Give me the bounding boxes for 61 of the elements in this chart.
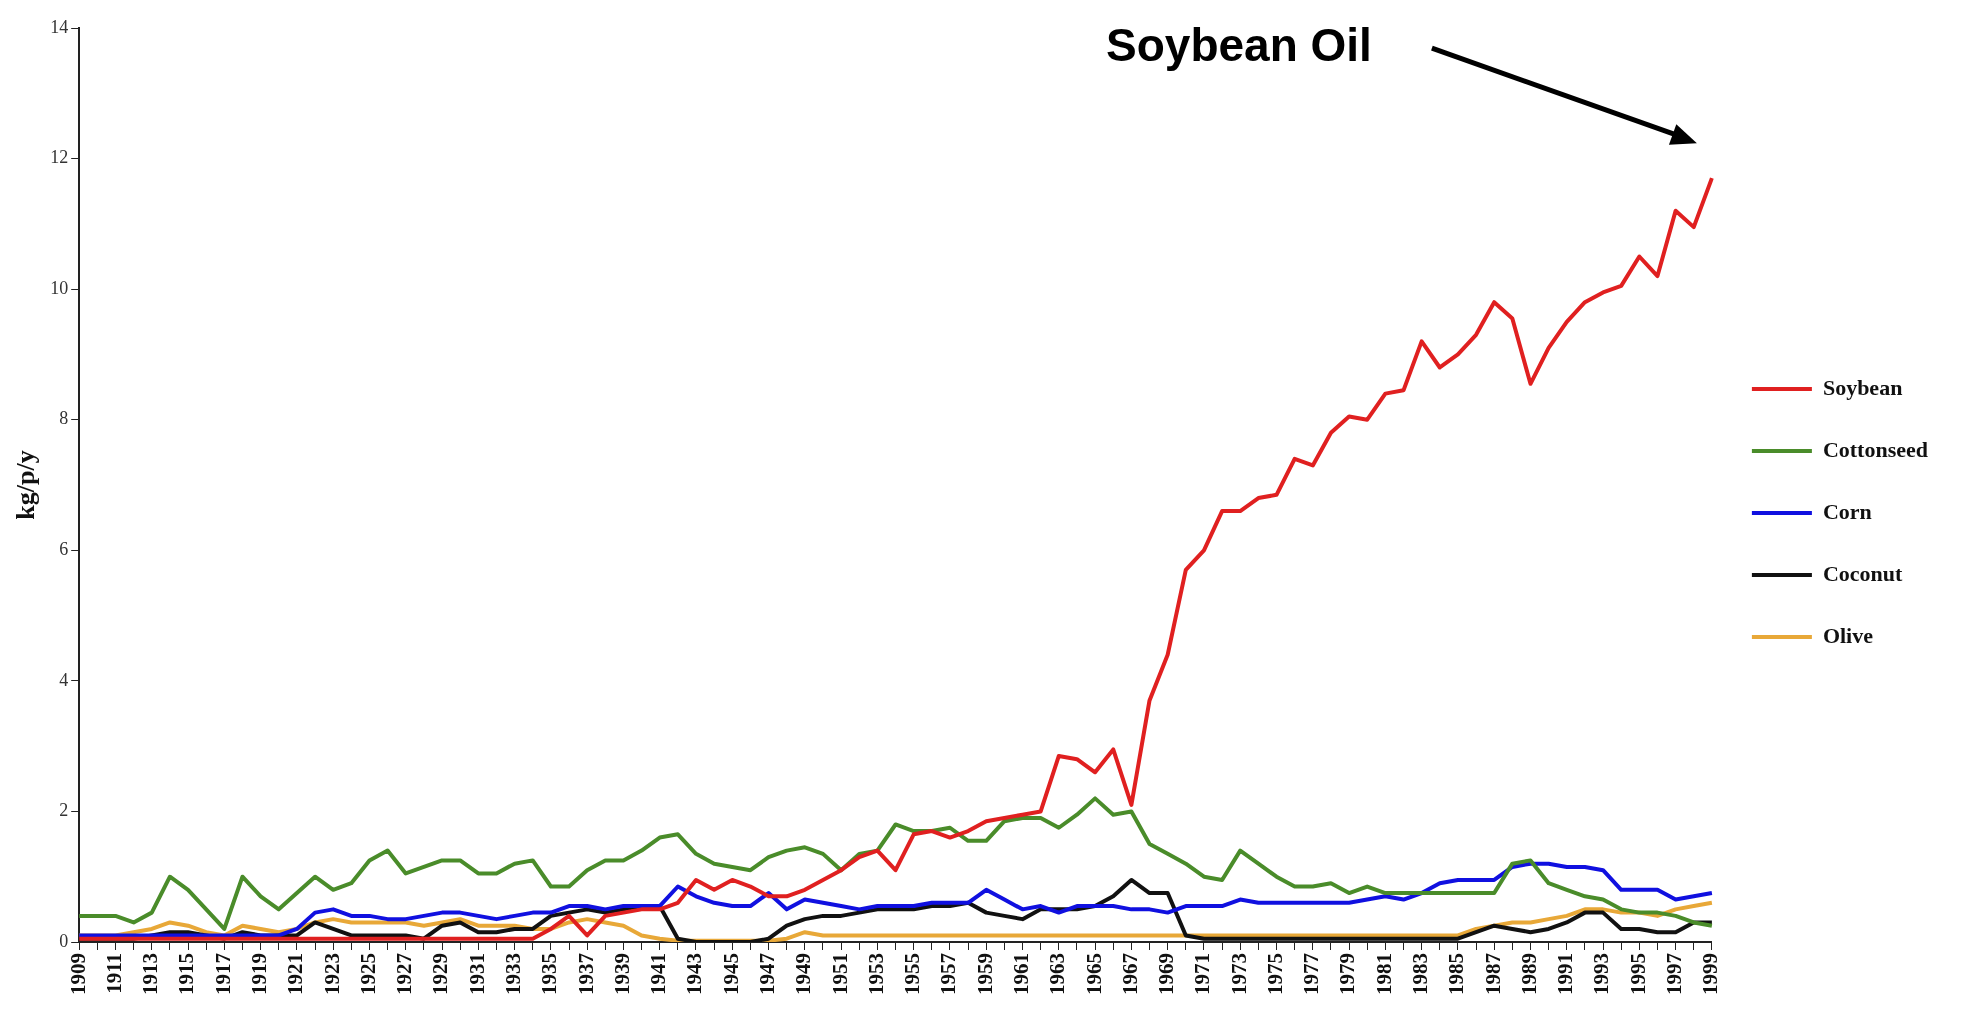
y-tick-label: 8: [59, 408, 69, 429]
y-tick-label: 12: [50, 147, 69, 168]
x-tick-label: 1983: [1408, 953, 1433, 995]
x-tick-label: 1925: [355, 953, 380, 995]
x-tick-label: 1935: [537, 953, 562, 995]
x-tick-label: 1991: [1553, 953, 1578, 995]
x-tick-label: 1957: [936, 953, 961, 995]
x-tick-label: 1951: [827, 953, 852, 995]
legend-label: Soybean: [1822, 374, 1903, 400]
annotation: Soybean Oil: [1106, 18, 1372, 71]
x-tick-label: 1929: [428, 953, 453, 995]
x-tick-label: 1909: [65, 953, 90, 995]
x-tick-label: 1933: [501, 953, 526, 995]
legend-label: Corn: [1822, 498, 1872, 524]
x-tick-label: 1971: [1190, 953, 1215, 995]
x-tick-label: 1981: [1371, 953, 1396, 995]
x-tick-label: 1979: [1335, 953, 1360, 995]
y-tick-label: 2: [59, 800, 69, 821]
x-tick-label: 1919: [247, 953, 272, 995]
x-tick-label: 1947: [754, 953, 779, 995]
x-tick-label: 1941: [646, 953, 671, 995]
y-tick-label: 0: [59, 930, 69, 951]
y-tick-label: 10: [50, 277, 69, 298]
y-tick-label: 6: [59, 539, 69, 560]
y-tick-label: 4: [59, 669, 69, 690]
legend-label: Coconut: [1822, 560, 1904, 586]
x-tick-label: 1985: [1444, 953, 1469, 995]
x-tick-label: 1917: [210, 953, 235, 995]
y-tick-label: 14: [50, 16, 69, 37]
x-tick-label: 1969: [1154, 953, 1179, 995]
legend-label: Cottonseed: [1822, 436, 1929, 462]
x-tick-label: 1959: [972, 953, 997, 995]
x-tick-label: 1931: [464, 953, 489, 995]
y-axis-title: kg/p/y: [11, 450, 41, 520]
x-tick-label: 1963: [1045, 953, 1070, 995]
x-tick-label: 1977: [1299, 953, 1324, 995]
x-tick-label: 1999: [1698, 953, 1723, 995]
x-tick-label: 1993: [1589, 953, 1614, 995]
x-tick-label: 1913: [138, 953, 163, 995]
x-tick-label: 1945: [718, 953, 743, 995]
x-tick-label: 1939: [609, 953, 634, 995]
x-tick-label: 1955: [900, 953, 925, 995]
x-tick-label: 1975: [1262, 953, 1287, 995]
x-tick-label: 1965: [1081, 953, 1106, 995]
x-tick-label: 1987: [1480, 953, 1505, 995]
x-tick-label: 1943: [682, 953, 707, 995]
x-tick-label: 1961: [1008, 953, 1033, 995]
x-tick-label: 1949: [791, 953, 816, 995]
x-tick-label: 1937: [573, 953, 598, 995]
x-tick-label: 1989: [1516, 953, 1541, 995]
x-tick-label: 1911: [101, 953, 126, 994]
x-tick-label: 1921: [283, 953, 308, 995]
x-tick-label: 1967: [1117, 953, 1142, 995]
x-tick-label: 1923: [319, 953, 344, 995]
x-tick-label: 1995: [1625, 953, 1650, 995]
x-tick-label: 1927: [392, 953, 417, 995]
x-tick-label: 1953: [863, 953, 888, 995]
legend-label: Olive: [1822, 622, 1874, 648]
x-tick-label: 1915: [174, 953, 199, 995]
x-tick-label: 1997: [1662, 953, 1687, 995]
x-tick-label: 1973: [1226, 953, 1251, 995]
